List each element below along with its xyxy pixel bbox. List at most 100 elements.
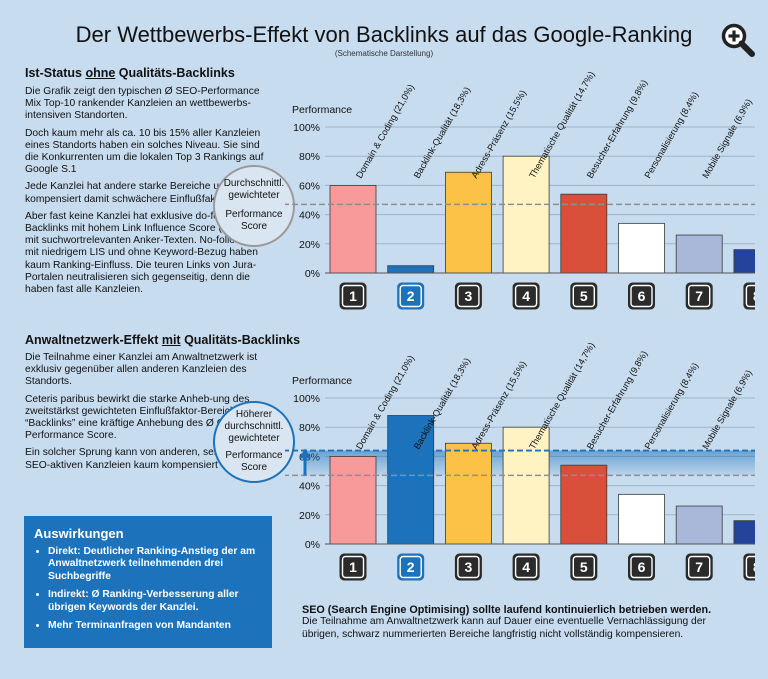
- bar: [733, 249, 755, 274]
- number-badge: [397, 553, 425, 581]
- number-badge: [685, 282, 713, 310]
- section1-paragraph: Aber fast keine Kanzlei hat exklusive do…: [25, 210, 270, 296]
- number-badge-label: 1: [349, 288, 357, 304]
- number-badge: [628, 553, 655, 581]
- y-tick-label: 0%: [305, 539, 320, 551]
- number-badge: [339, 553, 367, 581]
- page-subtitle: (Schematische Darstellung): [334, 49, 434, 58]
- number-badge-frame: [572, 284, 595, 308]
- category-label: Personalisierung (8,4%): [643, 90, 701, 180]
- zoom-in-icon[interactable]: [720, 22, 756, 58]
- number-badge-frame: [341, 555, 365, 579]
- circle-label-top: Höherer durchschnittl. gewichteter: [224, 409, 284, 444]
- section1-text: Die Grafik zeigt den typischen Ø SEO-Per…: [25, 86, 275, 301]
- number-badge: [628, 282, 655, 310]
- category-label: Backlink-Qualität (18,3%): [412, 356, 472, 451]
- y-tick-label: 100%: [293, 122, 320, 134]
- circle-label-top: Durchschnittl. gewichteter: [223, 178, 285, 201]
- number-badge-label: 5: [580, 559, 588, 575]
- number-badge-label: 8: [753, 288, 755, 304]
- bar: [444, 171, 492, 274]
- category-label: Mobile Signale (6,9%): [700, 97, 754, 180]
- section2-paragraph: Die Teilnahme einer Kanzlei am Anwaltnet…: [25, 352, 258, 388]
- bar: [560, 193, 608, 274]
- bar: [675, 505, 723, 545]
- raised-score-circle: Höherer durchschnittl. gewichteter Perfo…: [212, 400, 296, 484]
- number-badge-label: 2: [407, 288, 415, 304]
- number-badge-label: 1: [349, 559, 357, 575]
- footer-bold: SEO (Search Engine Optimising) sollte la…: [302, 604, 712, 616]
- effects-box: Auswirkungen Direkt: Deutlicher Ranking-…: [24, 516, 272, 648]
- category-label: Mobile Signale (6,9%): [700, 368, 754, 451]
- bar: [733, 520, 755, 545]
- number-badge-label: 3: [465, 288, 473, 304]
- y-tick-label: 60%: [299, 180, 320, 192]
- number-badge-label: 4: [522, 559, 530, 575]
- number-badge-label: 8: [753, 559, 755, 575]
- page-title: Der Wettbewerbs-Effekt von Backlinks auf…: [75, 22, 693, 47]
- bar: [560, 464, 608, 545]
- number-badge-frame: [457, 555, 480, 579]
- bar: [387, 265, 435, 274]
- number-badge: [570, 553, 598, 581]
- number-badge-frame: [399, 555, 422, 579]
- footer-note: SEO (Search Engine Optimising) sollte la…: [302, 604, 742, 641]
- number-badge: [454, 553, 482, 581]
- y-tick-label: 80%: [299, 151, 320, 163]
- number-badge-label: 7: [695, 559, 703, 575]
- category-label: Backlink-Qualität (18,3%): [412, 85, 472, 180]
- bar: [618, 493, 665, 545]
- number-badge: [454, 282, 482, 310]
- number-badge-label: 6: [638, 559, 646, 575]
- number-badge-frame: [399, 284, 422, 308]
- number-badge-label: 6: [638, 288, 646, 304]
- category-label: Thematische Qualität (14,7%): [527, 70, 596, 180]
- y-tick-label: 80%: [299, 422, 320, 434]
- y-tick-label: 100%: [293, 393, 320, 405]
- bar: [502, 426, 550, 545]
- y-tick-label: 40%: [299, 210, 320, 222]
- number-badge-label: 4: [522, 288, 530, 304]
- y-tick-label: 0%: [305, 268, 320, 280]
- y-tick-label: 20%: [299, 239, 320, 251]
- bar: [502, 155, 550, 274]
- section2-heading: Anwaltnetzwerk-Effekt mit Qualitäts-Back…: [25, 333, 301, 347]
- circle-label-bottom: Performance Score: [225, 450, 283, 473]
- number-badge-frame: [514, 555, 538, 579]
- section2-paragraph: Ein solcher Sprung kann von anderen, sel…: [25, 447, 258, 471]
- number-badge: [339, 282, 367, 310]
- number-badge-frame: [630, 284, 653, 308]
- number-badge: [685, 553, 713, 581]
- number-badge-label: 3: [465, 559, 473, 575]
- number-badge: [397, 282, 425, 310]
- section1-paragraph: Die Grafik zeigt den typischen Ø SEO-Per…: [25, 86, 260, 122]
- circle-label-bottom: Performance Score: [225, 209, 283, 232]
- performance-chart-without-backlinks: Performance 0% 20% 40% 60% 80% 100% Domain & Co…: [285, 70, 755, 310]
- number-badge-label: 7: [695, 288, 703, 304]
- number-badge: [512, 553, 540, 581]
- number-badge: [570, 282, 598, 310]
- number-badge: [512, 282, 540, 310]
- category-label: Personalisierung (8,4%): [643, 361, 701, 451]
- number-badge-frame: [572, 555, 595, 579]
- y-tick-label: 20%: [299, 510, 320, 522]
- number-badge-frame: [341, 284, 365, 308]
- y-axis-label: Performance: [292, 375, 352, 387]
- section1-paragraph: Jede Kanzlei hat andere starke Bereiche …: [25, 181, 275, 205]
- number-badge-frame: [457, 284, 480, 308]
- effects-item: Direkt: Deutlicher Ranking-Anstieg der a…: [48, 546, 266, 583]
- number-badge-frame: [688, 555, 711, 579]
- category-label: Besucher-Erfahrung (9,8%): [585, 78, 650, 180]
- bar: [444, 442, 492, 545]
- bar: [618, 222, 665, 274]
- footer-text: Die Teilnahme am Anwaltnetzwerk kann auf…: [302, 616, 706, 640]
- effects-item: Mehr Terminanfragen von Mandanten: [48, 620, 266, 632]
- number-badge-frame: [745, 555, 755, 579]
- arrow-up-icon: [299, 448, 311, 459]
- section2-text: Die Teilnahme einer Kanzlei am Anwaltnet…: [25, 352, 275, 477]
- y-axis-label: Performance: [292, 104, 352, 116]
- y-tick-label: 40%: [299, 481, 320, 493]
- section1-paragraph: Doch kaum mehr als ca. 10 bis 15% aller …: [25, 127, 264, 176]
- effects-item: Indirekt: Ø Ranking-Verbesserung aller ü…: [48, 589, 266, 614]
